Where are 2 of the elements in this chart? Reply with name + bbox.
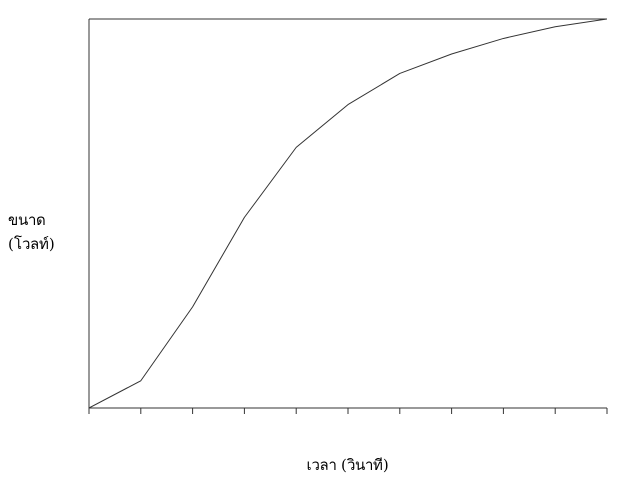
- y-axis-title: ขนาด (โวลท์): [8, 210, 55, 255]
- x-axis-title: เวลา (วินาที): [305, 455, 390, 476]
